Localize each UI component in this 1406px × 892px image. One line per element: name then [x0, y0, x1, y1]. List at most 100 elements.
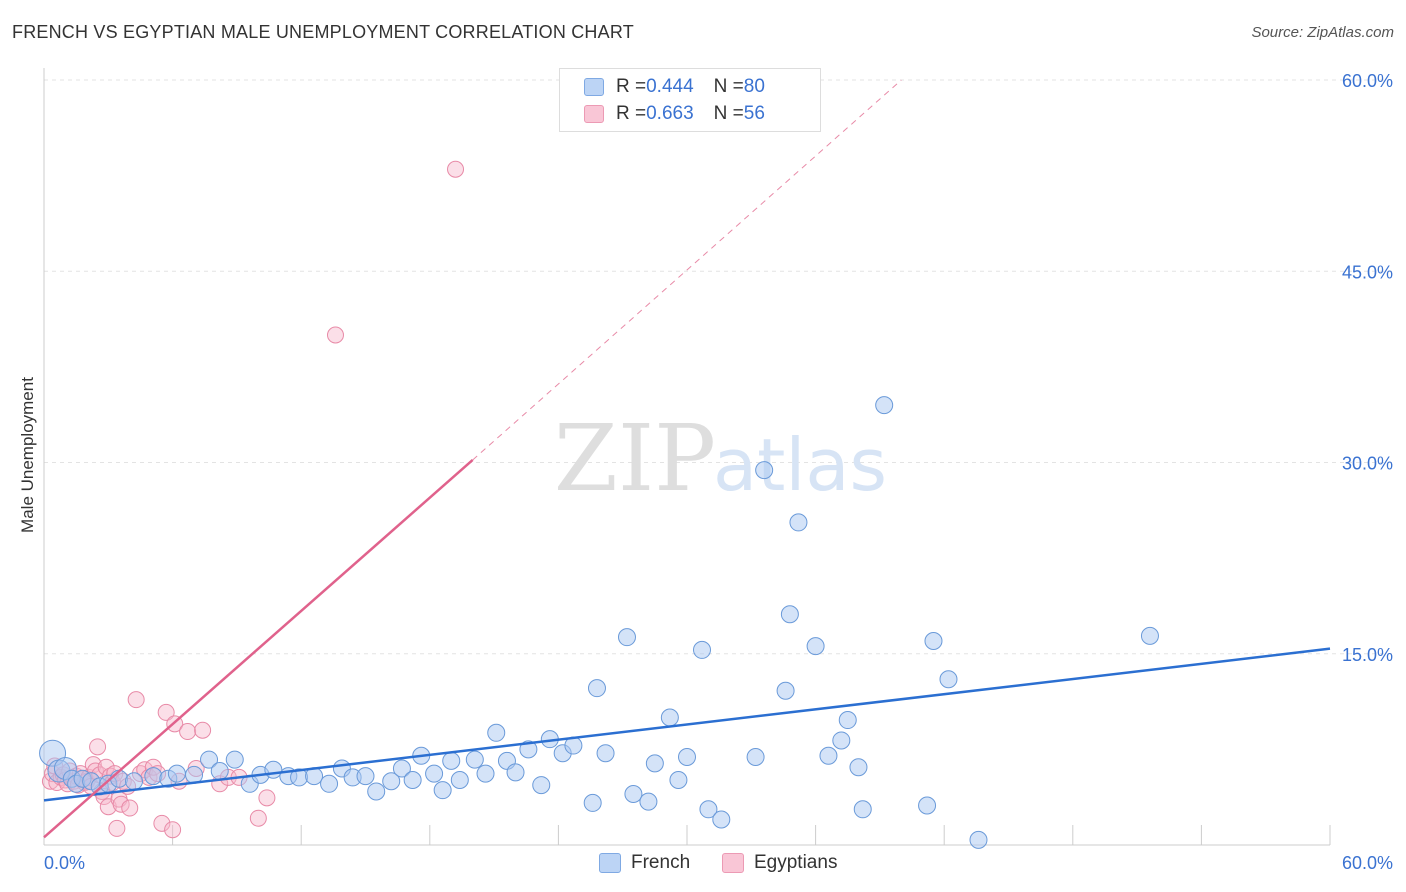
egyptians-r-value: 0.663: [646, 103, 694, 124]
legend-row-egyptians: R = 0.663 N = 56: [584, 103, 765, 125]
egyptians-n-label: N =: [713, 103, 744, 124]
watermark-atlas: atlas: [713, 423, 887, 507]
french-point: [924, 632, 943, 650]
egyptians-trend-line: [43, 459, 474, 839]
y-tick-label: 30.0%: [1342, 454, 1393, 474]
egyptians-n-value: 56: [743, 103, 765, 124]
legend-item-french[interactable]: French: [599, 852, 690, 874]
grid-lines: [44, 79, 1394, 655]
french-point: [660, 708, 679, 727]
french-point: [678, 748, 696, 767]
egyptians-swatch: [584, 105, 604, 123]
x-tick-label-max: 60.0%: [1342, 853, 1393, 873]
french-point: [669, 770, 688, 789]
egyptians-trend-extension: [472, 79, 902, 461]
french-point: [746, 748, 765, 767]
french-point: [789, 513, 808, 532]
egyptians-point: [121, 799, 139, 817]
y-tick-label: 45.0%: [1342, 262, 1393, 282]
french-point: [200, 750, 219, 769]
french-trend-line: [43, 647, 1331, 802]
source-label: Source: ZipAtlas.com: [1251, 24, 1394, 41]
egyptians-point: [326, 326, 344, 344]
french-point: [712, 810, 731, 829]
french-point: [264, 760, 283, 779]
x-tick-label-min: 0.0%: [44, 853, 85, 873]
french-r-value: 0.444: [646, 76, 694, 97]
french-point: [693, 640, 712, 659]
french-point: [425, 764, 444, 783]
french-point: [699, 800, 718, 819]
y-tick-label: 15.0%: [1342, 645, 1393, 665]
watermark: ZIP atlas: [554, 405, 887, 512]
egyptians-point: [447, 160, 465, 178]
french-legend-swatch: [599, 853, 621, 873]
egyptians-points: [41, 160, 465, 839]
french-point: [838, 711, 857, 730]
french-point: [392, 759, 411, 778]
egyptians-point: [108, 819, 126, 837]
french-point: [645, 754, 664, 773]
egyptians-point: [112, 795, 130, 813]
french-point: [367, 782, 386, 801]
legend-row-french: R = 0.444 N = 80: [584, 76, 765, 98]
egyptians-point: [89, 738, 107, 756]
french-point: [403, 770, 422, 789]
egyptians-point: [179, 723, 197, 741]
french-point: [849, 758, 868, 777]
axes: [43, 68, 1331, 846]
french-r-label: R =: [616, 76, 647, 97]
french-point: [639, 792, 658, 811]
chart-title: FRENCH VS EGYPTIAN MALE UNEMPLOYMENT COR…: [12, 22, 634, 42]
stats-legend: R = 0.444 N = 80 R = 0.663 N = 56: [559, 68, 821, 132]
tick-labels: 15.0% 30.0% 45.0% 60.0% 0.0% 60.0%: [44, 71, 1393, 873]
french-point: [382, 772, 401, 791]
egyptians-legend-label: Egyptians: [754, 852, 838, 873]
french-point: [624, 785, 643, 803]
french-point: [210, 762, 229, 781]
french-points: [39, 396, 1159, 849]
french-point: [587, 679, 606, 698]
french-point: [225, 750, 244, 769]
french-point: [617, 628, 636, 647]
egyptians-point: [157, 703, 175, 721]
french-point: [356, 767, 375, 786]
french-n-label: N =: [713, 76, 744, 97]
egyptians-r-label: R =: [616, 103, 647, 124]
french-point: [320, 774, 339, 793]
french-point: [819, 746, 838, 765]
french-point: [596, 744, 615, 763]
french-point: [1140, 626, 1159, 645]
french-legend-label: French: [631, 852, 691, 873]
french-n-value: 80: [743, 76, 765, 97]
y-tick-label: 60.0%: [1342, 71, 1393, 91]
legend-item-egyptians[interactable]: Egyptians: [722, 852, 837, 874]
trend-lines: [43, 79, 1331, 839]
french-point: [755, 461, 774, 480]
french-point: [832, 731, 851, 750]
french-point: [583, 793, 602, 812]
watermark-zip: ZIP: [554, 405, 716, 512]
egyptians-point: [153, 814, 171, 832]
french-point: [780, 605, 799, 624]
series-legend: French Egyptians: [0, 852, 1406, 876]
french-point: [450, 770, 469, 789]
french-point: [918, 796, 937, 815]
egyptians-point: [164, 821, 182, 839]
egyptians-legend-swatch: [722, 853, 744, 873]
french-point: [853, 800, 872, 819]
french-point: [125, 772, 144, 791]
egyptians-point: [249, 809, 267, 827]
french-swatch: [584, 78, 604, 96]
french-point: [506, 763, 525, 782]
egyptians-point: [127, 691, 145, 709]
french-point: [776, 681, 795, 700]
french-point: [442, 751, 461, 770]
french-point: [144, 767, 163, 786]
french-point: [487, 723, 506, 742]
french-point: [519, 740, 538, 759]
french-point: [433, 781, 452, 800]
french-point: [476, 764, 495, 783]
egyptians-point: [194, 721, 212, 739]
